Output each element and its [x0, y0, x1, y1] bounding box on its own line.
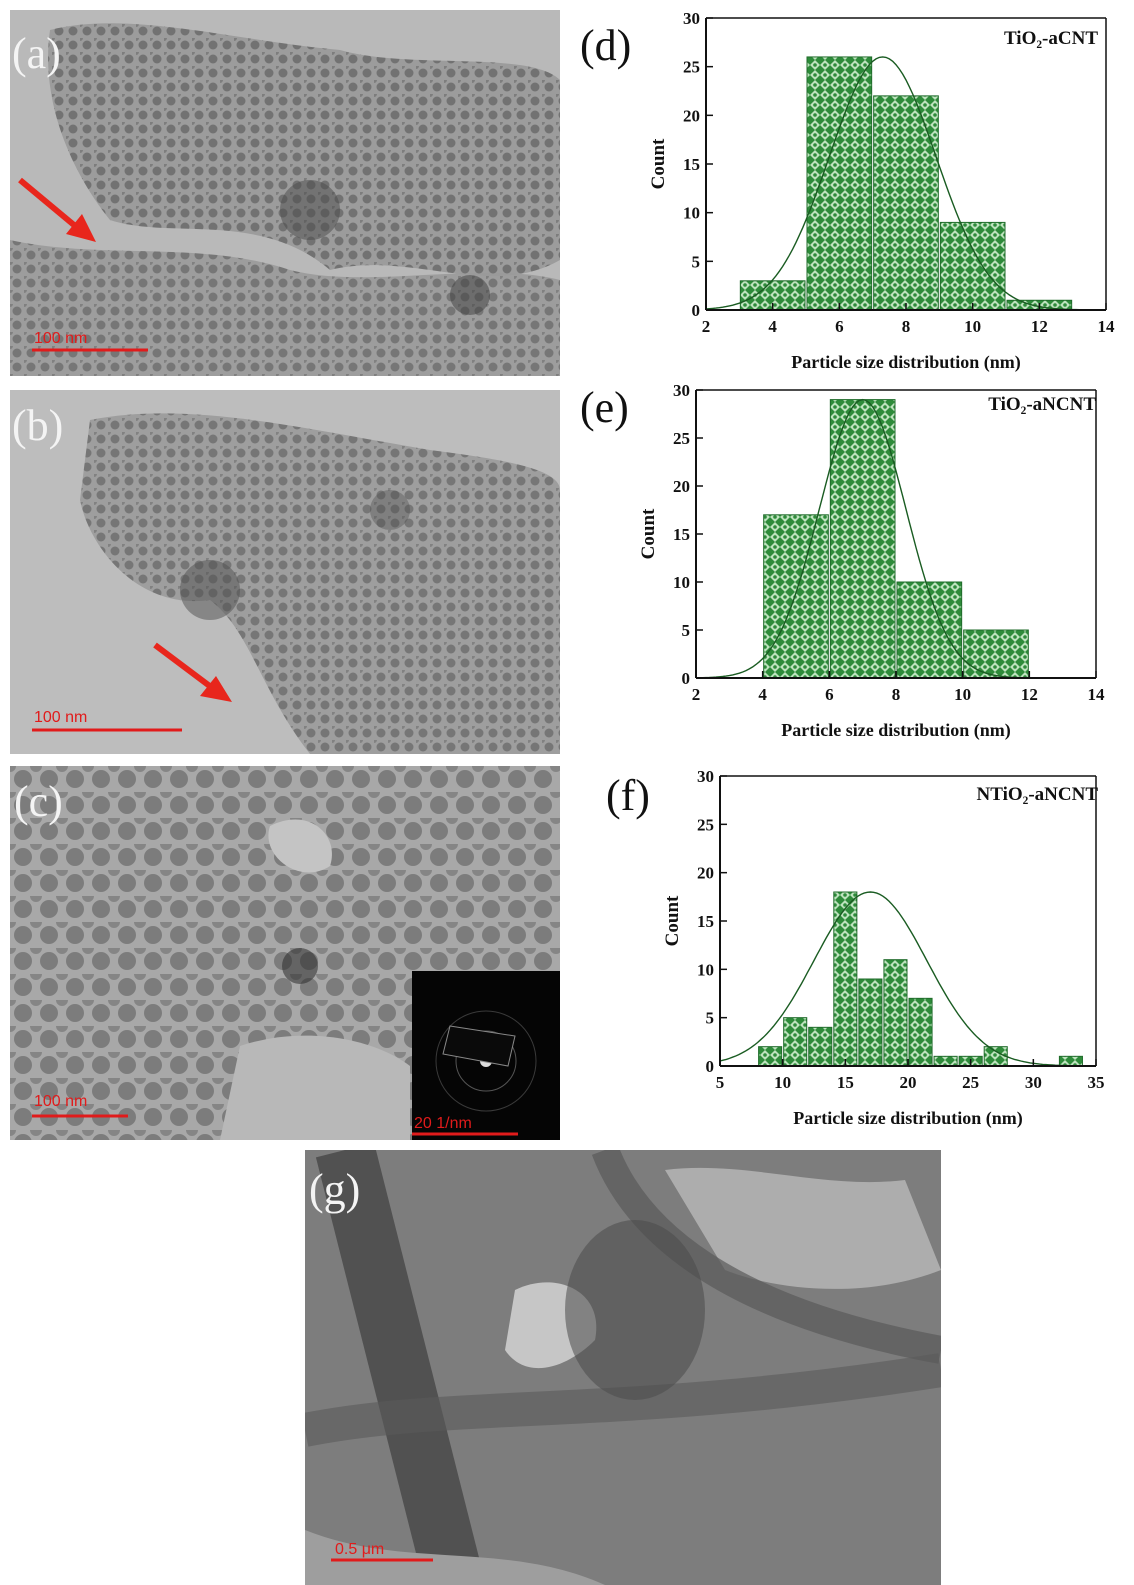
- tem-g-scale-text: 0.5 μm: [335, 1541, 384, 1558]
- histogram-bar: [983, 1046, 1008, 1067]
- histogram-e: (e) 2 4 6 8 10 12 14 0 5 10 15 20 25 30 Particle size d…: [570, 372, 1134, 757]
- histogram-bar: [783, 1017, 808, 1067]
- panel-label: (f): [606, 771, 650, 820]
- x-tick-label: 2: [692, 685, 701, 704]
- tem-image-g: (g) 0.5 μm: [305, 1150, 941, 1585]
- x-tick-label: 10: [964, 317, 981, 336]
- histogram-bar: [933, 1055, 958, 1067]
- y-tick-label: 20: [697, 864, 714, 883]
- tem-image-c: (c) 100 nm 20 1/nm: [10, 766, 560, 1140]
- x-tick-label: 8: [892, 685, 901, 704]
- y-tick-label: 10: [683, 204, 700, 223]
- tem-image-a: (a) 100 nm: [10, 10, 560, 376]
- histogram-bar: [806, 56, 873, 311]
- y-tick-label: 20: [683, 106, 700, 125]
- x-axis-label: Particle size distribution (nm): [781, 720, 1010, 741]
- y-tick-label: 0: [706, 1057, 715, 1076]
- x-tick-label: 10: [954, 685, 971, 704]
- series-label: NTiO₂-aNCNT: [977, 784, 1099, 805]
- histogram-bar: [829, 399, 896, 679]
- x-tick-label: 14: [1088, 685, 1106, 704]
- y-tick-label: 15: [697, 912, 714, 931]
- x-tick-label: 8: [902, 317, 911, 336]
- x-axis-label: Particle size distribution (nm): [793, 1108, 1022, 1129]
- tem-c-scale-text: 100 nm: [34, 1093, 87, 1110]
- tem-g-label: (g): [309, 1165, 360, 1214]
- histogram-bar: [939, 221, 1006, 311]
- y-tick-label: 5: [692, 252, 701, 271]
- series-label: TiO₂-aNCNT: [988, 394, 1096, 415]
- histogram-bar: [763, 514, 829, 679]
- y-tick-label: 30: [697, 767, 714, 786]
- x-tick-label: 5: [716, 1073, 725, 1092]
- x-tick-label: 25: [962, 1073, 979, 1092]
- y-tick-label: 10: [697, 960, 714, 979]
- histogram-bar: [896, 581, 963, 679]
- x-tick-label: 2: [702, 317, 711, 336]
- histogram-bar: [883, 959, 908, 1067]
- histogram-bar: [808, 1026, 833, 1067]
- y-axis-label: Count: [638, 508, 659, 559]
- histogram-bar: [908, 997, 933, 1067]
- x-tick-label: 4: [768, 317, 777, 336]
- y-tick-label: 30: [683, 9, 700, 28]
- y-tick-label: 25: [683, 58, 700, 77]
- x-tick-label: 4: [758, 685, 767, 704]
- histogram-bar: [963, 629, 1029, 679]
- x-tick-label: 20: [900, 1073, 917, 1092]
- tem-b-scale-text: 100 nm: [34, 709, 87, 726]
- histogram-bar: [833, 891, 858, 1067]
- x-tick-label: 12: [1021, 685, 1038, 704]
- y-tick-label: 0: [682, 669, 691, 688]
- histogram-d: (d) 2 4 6 8 10 12 14 0 5 10 15 20 25 30 Particle size d…: [570, 0, 1134, 382]
- tem-image-b: (b) 100 nm: [10, 390, 560, 754]
- x-tick-label: 6: [835, 317, 844, 336]
- gaussian-fit-curve: [696, 398, 1096, 679]
- y-tick-label: 30: [673, 381, 690, 400]
- y-tick-label: 15: [673, 525, 690, 544]
- tem-a-scale-text: 100 nm: [34, 330, 87, 347]
- y-tick-label: 15: [683, 155, 700, 174]
- y-tick-label: 25: [673, 429, 690, 448]
- x-tick-label: 15: [837, 1073, 854, 1092]
- y-tick-label: 0: [692, 301, 701, 320]
- y-tick-label: 5: [682, 621, 691, 640]
- x-tick-label: 30: [1025, 1073, 1042, 1092]
- x-axis-label: Particle size distribution (nm): [791, 352, 1020, 373]
- histogram-bar: [873, 95, 939, 311]
- y-tick-label: 10: [673, 573, 690, 592]
- panel-label: (d): [580, 21, 631, 70]
- y-tick-label: 5: [706, 1009, 715, 1028]
- histogram-bar: [858, 978, 883, 1067]
- histogram-bar: [1058, 1055, 1083, 1067]
- histogram-f: (f) 5 10 15 20 25 30 35 0 5 10 15 20 25 30 Particle siz…: [570, 760, 1134, 1145]
- x-tick-label: 10: [774, 1073, 791, 1092]
- histogram-bar: [758, 1046, 783, 1067]
- series-label: TiO₂-aCNT: [1004, 28, 1098, 49]
- gaussian-fit-curve: [719, 891, 1096, 1067]
- y-tick-label: 25: [697, 815, 714, 834]
- tem-b-label: (b): [12, 401, 63, 450]
- x-tick-label: 14: [1098, 317, 1116, 336]
- y-axis-label: Count: [648, 138, 669, 189]
- y-tick-label: 20: [673, 477, 690, 496]
- x-tick-label: 6: [825, 685, 834, 704]
- y-axis-label: Count: [662, 895, 683, 946]
- panel-label: (e): [580, 383, 629, 432]
- tem-a-label: (a): [12, 29, 61, 78]
- x-tick-label: 12: [1031, 317, 1048, 336]
- tem-c-inset-scale-text: 20 1/nm: [414, 1115, 472, 1132]
- tem-c-label: (c): [14, 777, 63, 826]
- x-tick-label: 35: [1088, 1073, 1105, 1092]
